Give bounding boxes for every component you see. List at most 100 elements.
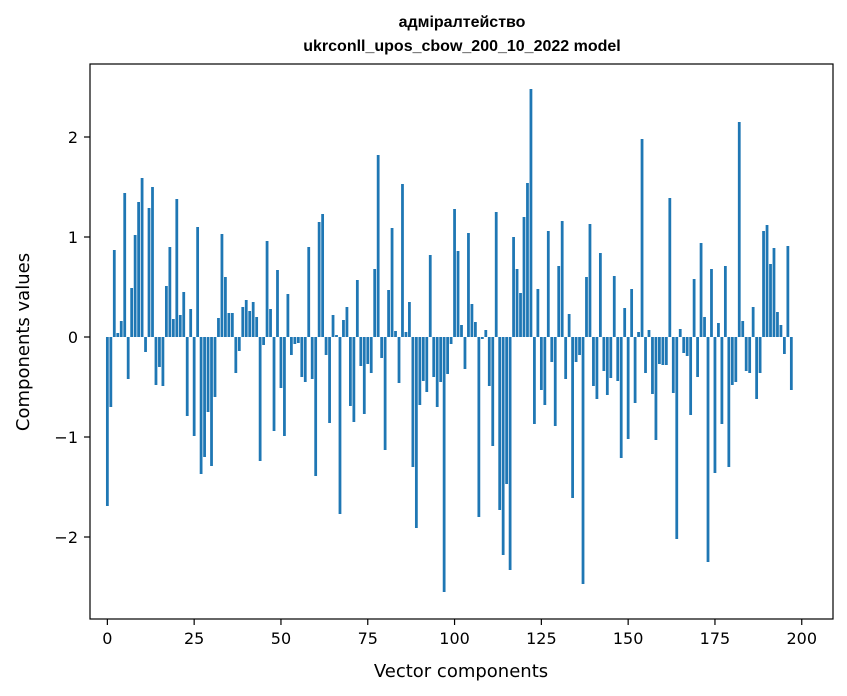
bar-115 [505, 337, 509, 484]
y-axis-ticks: −2 −1 0 1 2 [54, 128, 90, 547]
y-tick-label: −1 [54, 428, 78, 447]
bar-97 [442, 337, 446, 592]
bar-89 [414, 337, 418, 528]
bar-100 [453, 209, 456, 337]
bar-122 [529, 89, 533, 337]
bar-81 [387, 290, 390, 337]
bar-197 [789, 337, 793, 390]
bar-108 [480, 337, 484, 339]
bar-136 [578, 337, 581, 355]
bar-2 [112, 250, 116, 337]
bar-57 [303, 337, 307, 382]
bar-117 [512, 237, 515, 337]
bar-155 [644, 337, 647, 373]
bar-54 [293, 337, 297, 344]
bar-98 [446, 337, 449, 374]
bar-177 [720, 337, 724, 424]
bar-16 [161, 337, 165, 386]
bar-129 [553, 337, 557, 426]
bar-109 [484, 330, 488, 337]
bar-27 [199, 337, 203, 474]
y-tick-label: −2 [54, 528, 78, 547]
bar-7 [130, 288, 134, 337]
bar-34 [224, 277, 227, 337]
bar-170 [696, 337, 699, 377]
bar-41 [248, 311, 252, 337]
bar-188 [758, 337, 762, 373]
bar-143 [602, 337, 606, 371]
bar-28 [203, 337, 206, 457]
bar-163 [671, 337, 675, 393]
bar-131 [560, 221, 564, 337]
bar-162 [668, 198, 672, 337]
chart-title-line-1: адміралтейство [399, 14, 526, 31]
bar-179 [727, 337, 731, 467]
bar-26 [196, 227, 200, 337]
bar-161 [664, 337, 668, 365]
bar-176 [717, 323, 720, 337]
bar-8 [133, 235, 137, 337]
bar-102 [460, 325, 463, 337]
bar-5 [123, 193, 127, 337]
bar-194 [779, 325, 783, 337]
bar-156 [647, 330, 651, 337]
bar-112 [494, 212, 498, 337]
bar-128 [550, 337, 554, 362]
bar-92 [425, 337, 429, 392]
bar-59 [310, 337, 314, 379]
bar-151 [630, 289, 634, 337]
bar-134 [571, 337, 574, 498]
bar-62 [321, 214, 325, 337]
bar-94 [432, 337, 436, 377]
bar-144 [605, 337, 609, 395]
bar-152 [633, 337, 637, 403]
bar-series [105, 89, 793, 592]
bar-137 [581, 337, 585, 584]
bar-18 [168, 247, 172, 337]
bar-159 [658, 337, 661, 364]
bar-192 [772, 248, 776, 337]
bar-140 [592, 337, 595, 386]
bar-107 [477, 337, 481, 517]
bar-13 [151, 187, 154, 337]
bar-173 [706, 337, 710, 562]
bar-139 [588, 224, 592, 337]
x-axis-ticks: 0 25 50 75 100 125 150 175 200 [102, 619, 817, 648]
bar-45 [262, 337, 265, 345]
bar-133 [567, 314, 571, 337]
bar-20 [175, 199, 179, 337]
bar-86 [404, 332, 408, 337]
bar-182 [737, 122, 741, 337]
bar-121 [526, 183, 529, 337]
bar-185 [748, 337, 752, 373]
bar-130 [557, 266, 561, 337]
x-tick-label: 175 [700, 629, 731, 648]
bar-195 [783, 337, 786, 354]
bar-15 [158, 337, 161, 367]
x-axis-label: Vector components [374, 661, 548, 682]
bar-135 [574, 337, 578, 362]
bar-61 [317, 222, 321, 337]
bar-33 [220, 234, 224, 337]
bar-0 [105, 337, 109, 506]
y-tick-label: 1 [68, 228, 78, 247]
bar-39 [241, 307, 245, 337]
x-tick-label: 150 [613, 629, 644, 648]
bar-29 [206, 337, 210, 412]
y-tick-label: 0 [68, 328, 78, 347]
bar-154 [640, 139, 644, 337]
bar-21 [178, 315, 182, 337]
bar-68 [342, 320, 345, 337]
bar-189 [762, 231, 765, 337]
bar-17 [164, 286, 168, 337]
bar-50 [279, 337, 283, 388]
bar-111 [491, 337, 495, 446]
bar-146 [612, 276, 616, 337]
bar-165 [678, 329, 682, 337]
plot-frame [89, 63, 834, 620]
bar-110 [487, 337, 491, 386]
bar-49 [276, 270, 279, 337]
bar-178 [723, 266, 727, 337]
bar-72 [355, 280, 359, 337]
bar-31 [213, 337, 217, 397]
